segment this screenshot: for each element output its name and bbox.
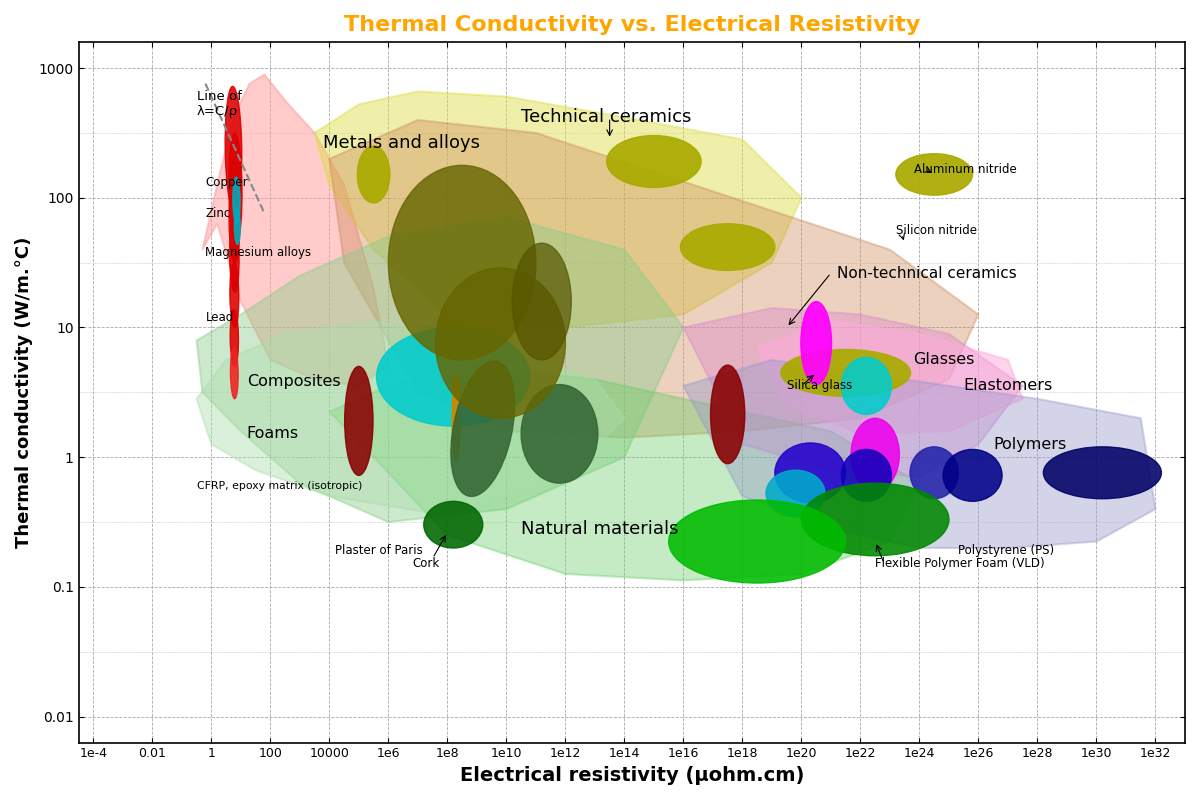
Text: Zinc: Zinc bbox=[205, 207, 230, 220]
Polygon shape bbox=[684, 308, 1022, 477]
Ellipse shape bbox=[781, 350, 911, 396]
Ellipse shape bbox=[377, 327, 530, 426]
Text: Line of
λ=C/ρ: Line of λ=C/ρ bbox=[197, 90, 241, 118]
Text: Copper: Copper bbox=[205, 176, 248, 189]
Y-axis label: Thermal conductivity (W/m.°C): Thermal conductivity (W/m.°C) bbox=[14, 237, 34, 548]
Text: Cork: Cork bbox=[412, 557, 439, 570]
Polygon shape bbox=[197, 321, 624, 515]
Text: Glasses: Glasses bbox=[913, 353, 974, 367]
Ellipse shape bbox=[802, 483, 949, 556]
Text: Silica glass: Silica glass bbox=[787, 379, 852, 392]
Ellipse shape bbox=[841, 358, 892, 414]
Text: Magnesium alloys: Magnesium alloys bbox=[205, 246, 312, 258]
Ellipse shape bbox=[436, 268, 565, 418]
Polygon shape bbox=[329, 120, 978, 438]
Ellipse shape bbox=[800, 302, 832, 385]
Ellipse shape bbox=[389, 166, 536, 360]
Polygon shape bbox=[197, 218, 684, 522]
Text: Natural materials: Natural materials bbox=[521, 519, 679, 538]
Text: Polymers: Polymers bbox=[994, 437, 1067, 452]
Ellipse shape bbox=[226, 86, 241, 210]
Text: Plaster of Paris: Plaster of Paris bbox=[335, 544, 422, 557]
Ellipse shape bbox=[230, 262, 239, 327]
Ellipse shape bbox=[896, 154, 972, 195]
Ellipse shape bbox=[521, 385, 598, 483]
X-axis label: Electrical resistivity (μohm.cm): Electrical resistivity (μohm.cm) bbox=[460, 766, 804, 785]
Ellipse shape bbox=[1043, 447, 1162, 498]
Ellipse shape bbox=[424, 502, 482, 548]
Polygon shape bbox=[757, 321, 1022, 434]
Text: Metals and alloys: Metals and alloys bbox=[324, 134, 480, 152]
Ellipse shape bbox=[229, 220, 239, 292]
Text: Lead: Lead bbox=[205, 310, 234, 324]
Ellipse shape bbox=[230, 310, 239, 366]
Text: Technical ceramics: Technical ceramics bbox=[521, 108, 691, 126]
Polygon shape bbox=[314, 91, 802, 327]
Text: Non-technical ceramics: Non-technical ceramics bbox=[836, 266, 1016, 281]
Ellipse shape bbox=[766, 470, 826, 517]
Ellipse shape bbox=[910, 447, 959, 498]
Text: Flexible Polymer Foam (VLD): Flexible Polymer Foam (VLD) bbox=[875, 557, 1045, 570]
Ellipse shape bbox=[851, 418, 899, 491]
Ellipse shape bbox=[358, 146, 390, 203]
Text: Polystyrene (PS): Polystyrene (PS) bbox=[958, 544, 1054, 557]
Ellipse shape bbox=[344, 366, 373, 475]
Ellipse shape bbox=[234, 208, 240, 245]
Text: Foams: Foams bbox=[247, 426, 299, 442]
Ellipse shape bbox=[233, 177, 240, 224]
Polygon shape bbox=[203, 74, 389, 386]
Text: Composites: Composites bbox=[247, 374, 341, 390]
Polygon shape bbox=[329, 366, 919, 581]
Text: Elastomers: Elastomers bbox=[964, 378, 1052, 394]
Ellipse shape bbox=[512, 243, 571, 360]
Ellipse shape bbox=[230, 347, 238, 398]
Text: Aluminum nitride: Aluminum nitride bbox=[913, 162, 1016, 176]
Ellipse shape bbox=[943, 450, 1002, 502]
Ellipse shape bbox=[607, 135, 701, 187]
Ellipse shape bbox=[775, 443, 846, 502]
Polygon shape bbox=[684, 360, 1156, 548]
Ellipse shape bbox=[229, 133, 242, 242]
Title: Thermal Conductivity vs. Electrical Resistivity: Thermal Conductivity vs. Electrical Resi… bbox=[343, 15, 920, 35]
Ellipse shape bbox=[710, 365, 745, 464]
Text: Silicon nitride: Silicon nitride bbox=[896, 224, 977, 237]
Ellipse shape bbox=[680, 224, 775, 270]
Text: CFRP, epoxy matrix (isotropic): CFRP, epoxy matrix (isotropic) bbox=[197, 481, 362, 490]
Ellipse shape bbox=[841, 450, 892, 502]
Ellipse shape bbox=[452, 375, 461, 461]
Ellipse shape bbox=[229, 180, 240, 262]
Ellipse shape bbox=[451, 361, 515, 497]
Ellipse shape bbox=[668, 500, 846, 583]
